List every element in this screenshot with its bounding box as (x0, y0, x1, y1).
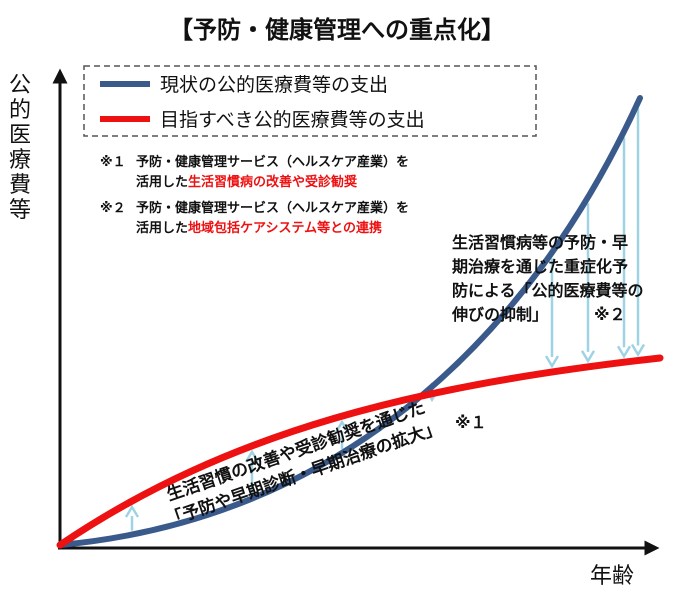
note-1-highlight: 生活習慣病の改善や受診勧奨 (188, 174, 358, 190)
lower-annotation: 生活習慣の改善や受診勧奨を通じた 「予防や早期診断・早期治療の拡大」 (164, 397, 444, 531)
note-1: ※１ 予防・健康管理サービス（ヘルスケア産業）を 活用した生活習慣病の改善や受診… (100, 154, 409, 190)
y-axis-label-char: 療 (9, 148, 31, 173)
downward-arrow (616, 137, 632, 359)
x-axis-label: 年齢 (590, 564, 634, 589)
note-1-prefix: 活用した (136, 174, 188, 190)
y-axis-label-char: 医 (9, 123, 31, 148)
downward-arrow (630, 108, 646, 357)
note-2: ※２ 予防・健康管理サービス（ヘルスケア産業）を 活用した地域包括ケアシステム等… (100, 200, 409, 236)
note-2-highlight: 地域包括ケアシステム等との連携 (188, 220, 382, 236)
downward-arrow-head (630, 343, 646, 357)
downward-arrow (580, 203, 596, 364)
page-title: 【予防・健康管理への重点化】 (169, 16, 505, 44)
upper-annotation: 生活習慣病等の予防・早 期治療を通じた重症化予 防による「公的医療費等の 伸びの… (451, 233, 644, 324)
upper-annotation-line: 生活習慣病等の予防・早 (452, 233, 628, 252)
downward-arrow-head (580, 350, 596, 364)
note-2-line2: 活用した地域包括ケアシステム等との連携 (136, 220, 382, 236)
legend-box (83, 65, 537, 137)
note-1-line1: 予防・健康管理サービス（ヘルスケア産業）を (136, 154, 409, 170)
current-spending-curve (57, 95, 643, 548)
y-axis-label-char: 費 (9, 173, 31, 198)
upward-arrow-head (124, 504, 140, 518)
upper-annotation-line: 伸びの抑制」 (451, 305, 548, 324)
upward-arrow (334, 419, 350, 449)
upward-arrow (124, 504, 140, 531)
note-2-prefix: 活用した (136, 220, 188, 236)
lower-annotation-mark: ※１ (455, 413, 487, 432)
upward-arrow-head (334, 419, 350, 433)
upper-annotation-line: 期治療を通じた重症化予 (452, 257, 628, 276)
downward-arrow-head (544, 355, 560, 369)
y-axis-label-char: 公 (9, 73, 31, 98)
y-axis-label-char: 的 (9, 98, 31, 123)
y-axis-label: 公 的 医 療 費 等 (9, 73, 31, 223)
note-2-mark: ※２ (100, 201, 126, 216)
downward-arrow (544, 258, 560, 369)
target-spending-curve (56, 354, 664, 549)
upper-annotation-line: 防による「公的医療費等の (452, 281, 644, 300)
upward-arrow (244, 449, 260, 495)
y-axis-label-char: 等 (9, 198, 31, 223)
upper-annotation-mark: ※２ (594, 305, 626, 324)
upward-arrow-head (244, 449, 260, 463)
legend-target-label: 目指すべき公的医療費等の支出 (160, 109, 425, 131)
note-1-line2: 活用した生活習慣病の改善や受診勧奨 (136, 174, 358, 190)
downward-arrow-head (616, 345, 632, 359)
legend-current-label: 現状の公的医療費等の支出 (160, 74, 388, 96)
note-2-line1: 予防・健康管理サービス（ヘルスケア産業）を (136, 200, 409, 216)
note-1-mark: ※１ (100, 155, 126, 170)
